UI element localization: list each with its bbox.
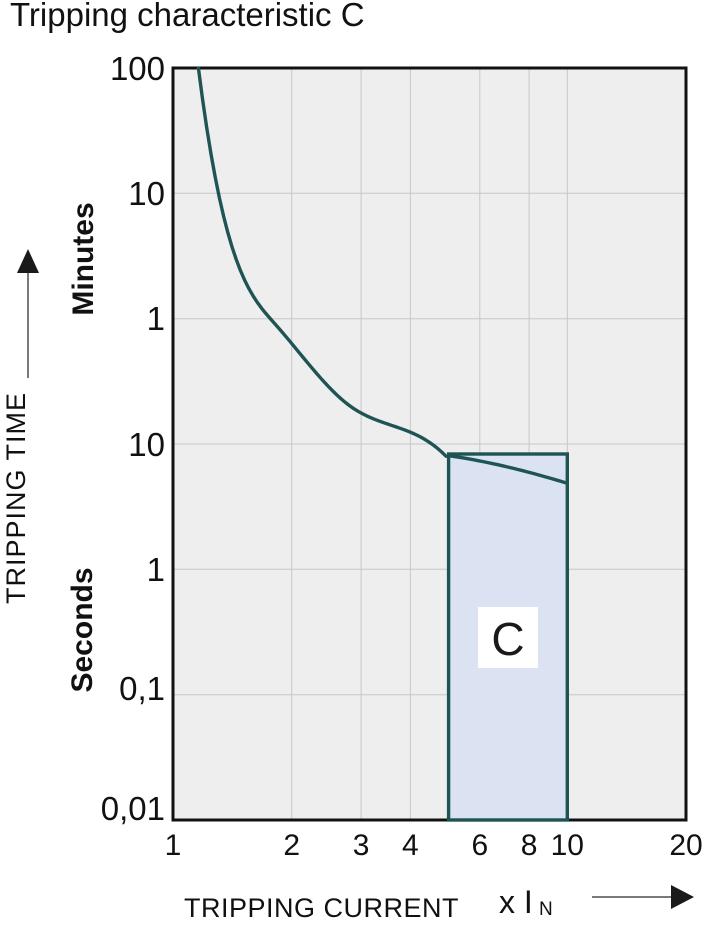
svg-text:0,01: 0,01	[101, 790, 165, 827]
svg-text:8: 8	[521, 829, 538, 862]
svg-text:N: N	[539, 899, 553, 920]
svg-text:Minutes: Minutes	[67, 202, 100, 315]
svg-text:4: 4	[402, 829, 419, 862]
svg-text:x I: x I	[499, 884, 533, 920]
svg-text:10: 10	[128, 175, 165, 212]
svg-text:1: 1	[147, 551, 165, 588]
svg-text:Seconds: Seconds	[66, 567, 99, 692]
svg-text:10: 10	[551, 829, 584, 862]
svg-text:0,1: 0,1	[119, 670, 165, 707]
svg-text:6: 6	[471, 829, 488, 862]
svg-text:3: 3	[353, 829, 370, 862]
svg-text:1: 1	[165, 829, 182, 862]
svg-text:2: 2	[283, 829, 300, 862]
svg-text:20: 20	[669, 829, 702, 862]
svg-text:1: 1	[147, 300, 165, 337]
svg-text:TRIPPING CURRENT: TRIPPING CURRENT	[184, 893, 459, 923]
svg-text:C: C	[491, 613, 524, 665]
svg-text:TRIPPING TIME: TRIPPING TIME	[1, 392, 31, 604]
svg-text:10: 10	[128, 426, 165, 463]
svg-text:100: 100	[110, 50, 165, 87]
